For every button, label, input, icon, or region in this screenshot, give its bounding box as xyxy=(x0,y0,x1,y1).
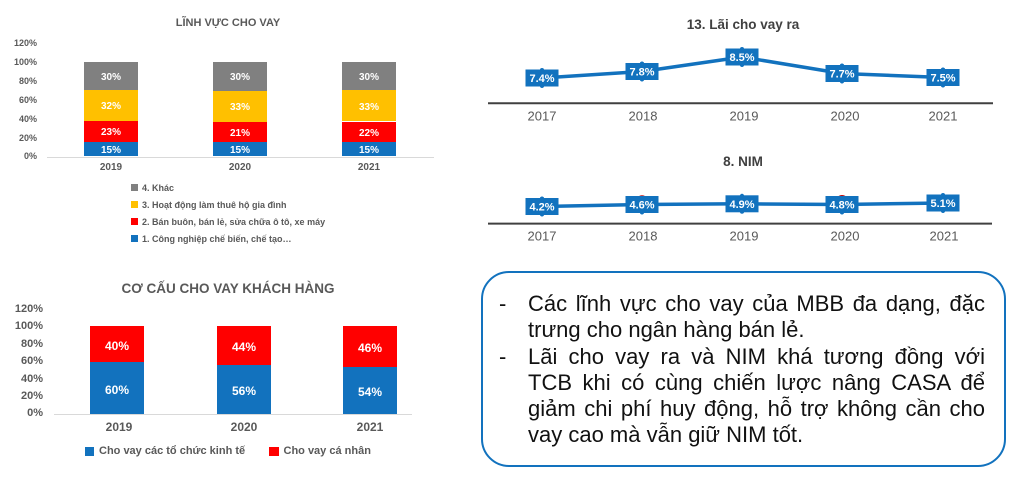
svg-text:2018: 2018 xyxy=(629,109,658,124)
svg-text:8. NIM: 8. NIM xyxy=(723,154,763,169)
svg-text:2019: 2019 xyxy=(730,229,759,244)
svg-text:7.8%: 7.8% xyxy=(629,67,654,79)
svg-text:7.7%: 7.7% xyxy=(829,69,854,81)
svg-text:7.4%: 7.4% xyxy=(529,73,554,85)
svg-text:2020: 2020 xyxy=(831,109,860,124)
svg-text:2018: 2018 xyxy=(629,229,658,244)
svg-text:2021: 2021 xyxy=(929,109,958,124)
svg-text:2020: 2020 xyxy=(831,229,860,244)
svg-text:13. Lãi cho vay ra: 13. Lãi cho vay ra xyxy=(687,17,800,32)
svg-text:2021: 2021 xyxy=(930,229,959,244)
svg-text:4.8%: 4.8% xyxy=(829,200,854,212)
svg-text:4.9%: 4.9% xyxy=(729,199,754,211)
svg-text:2019: 2019 xyxy=(730,109,759,124)
svg-text:8.5%: 8.5% xyxy=(729,52,754,64)
svg-text:2017: 2017 xyxy=(528,229,557,244)
svg-text:4.6%: 4.6% xyxy=(629,200,654,212)
svg-text:2017: 2017 xyxy=(528,109,557,124)
svg-text:7.5%: 7.5% xyxy=(930,73,955,85)
svg-text:5.1%: 5.1% xyxy=(930,198,955,210)
svg-text:4.2%: 4.2% xyxy=(529,202,554,214)
